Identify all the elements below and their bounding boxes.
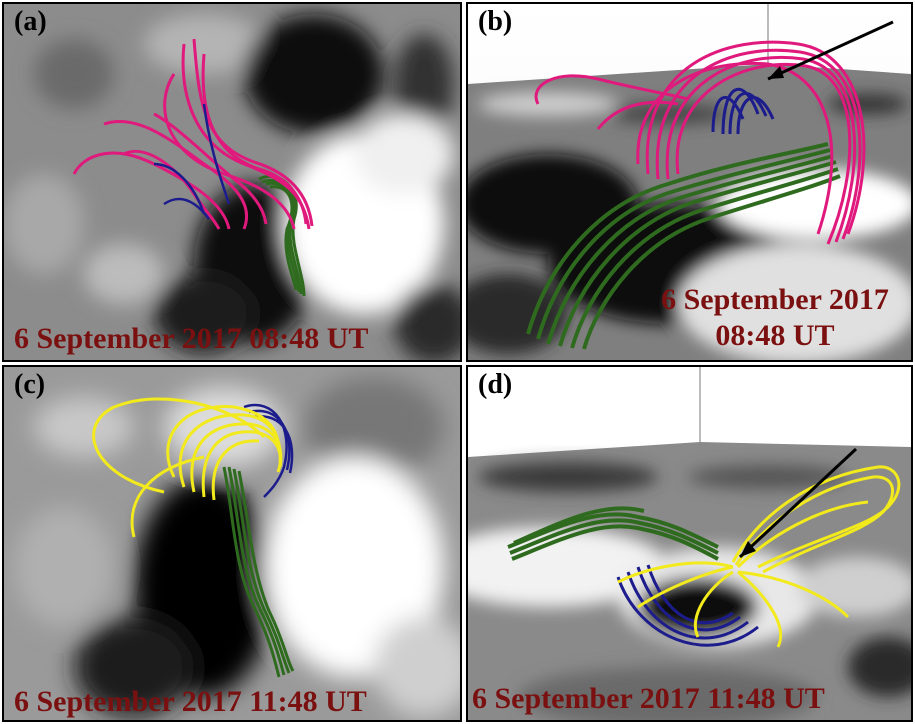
panel-label-a: (a) xyxy=(14,6,47,37)
caption-c: 6 September 2017 11:48 UT xyxy=(14,685,367,718)
panel-b: (b) 6 September 2017 08:48 UT xyxy=(466,2,913,362)
green-field-lines xyxy=(507,506,719,561)
blue-field-lines xyxy=(711,88,775,135)
pink-field-lines xyxy=(534,40,866,245)
caption-b-line1: 6 September 2017 xyxy=(661,283,889,316)
caption-b-line2: 08:48 UT xyxy=(715,319,835,352)
caption-d: 6 September 2017 11:48 UT xyxy=(472,682,825,715)
pink-field-lines xyxy=(72,38,314,230)
arrow-b xyxy=(767,20,894,81)
blue-field-lines xyxy=(153,103,231,220)
yellow-field-lines xyxy=(92,397,283,538)
blue-field-lines xyxy=(616,564,759,647)
magnetogram-d xyxy=(468,367,911,720)
arrow-d xyxy=(738,447,858,559)
panel-d: (d) 6 September 2017 11:48 UT xyxy=(466,365,913,722)
panel-a: (a) 6 September 2017 08:48 UT xyxy=(2,2,462,362)
magnetogram-c xyxy=(4,367,460,720)
green-field-lines xyxy=(222,466,295,678)
panel-label-c: (c) xyxy=(14,369,46,400)
magnetogram-a xyxy=(4,4,460,360)
panel-label-b: (b) xyxy=(478,6,513,37)
panel-label-d: (d) xyxy=(478,369,513,400)
magnetogram-b xyxy=(468,4,911,360)
caption-b: 6 September 2017 08:48 UT xyxy=(644,282,906,354)
green-field-lines xyxy=(526,142,841,350)
panel-c: (c) 6 September 2017 11:48 UT xyxy=(2,365,462,722)
caption-a: 6 September 2017 08:48 UT xyxy=(14,322,369,355)
